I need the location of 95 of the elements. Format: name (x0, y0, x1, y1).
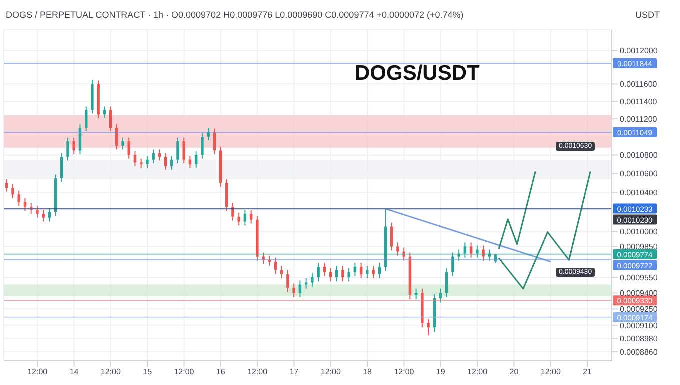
candlestick (396, 242, 400, 256)
candlestick (18, 190, 20, 207)
candlestick (109, 106, 112, 132)
x-tick-label: 18 (363, 368, 373, 377)
candlestick (304, 278, 308, 290)
candlestick (12, 184, 14, 199)
candlestick (36, 206, 39, 218)
candlestick (176, 137, 180, 164)
candlestick (482, 245, 485, 262)
candlestick (60, 152, 64, 183)
x-tick-label: 12:00 (28, 368, 48, 377)
candlestick (452, 252, 454, 277)
candlestick (30, 202, 33, 214)
candlestick (250, 210, 253, 224)
candlestick (464, 242, 467, 258)
candlestick (439, 288, 442, 304)
candlestick (402, 247, 406, 262)
candlestick (134, 151, 137, 167)
x-tick-label: 12:00 (100, 368, 122, 377)
candlestick (207, 127, 210, 142)
y-tick-label: 0.0010600 (620, 170, 658, 179)
x-tick-label: 15 (143, 368, 153, 377)
candlestick (66, 137, 70, 162)
candlestick (476, 245, 479, 258)
x-tick-label: 12:00 (174, 368, 195, 377)
candlestick (226, 178, 228, 212)
x-tick-label: 12:00 (394, 368, 415, 377)
candlestick (128, 137, 130, 160)
candlestick (170, 156, 174, 171)
text: DOGS/USDT (355, 62, 480, 86)
candlestick (317, 262, 320, 282)
candlestick (244, 210, 247, 226)
chart-subtitle: DOGS / PERPETUAL CONTRACT · 1h · O0.0009702 H0.0009776 L0.0009690 C0.0009774 +0.0000072 (+0.74%) (6, 10, 464, 20)
candlestick (292, 283, 296, 298)
candlestick (280, 266, 284, 279)
candlestick (342, 266, 344, 282)
candlestick (427, 318, 430, 336)
candlestick (286, 270, 290, 293)
candlestick (72, 137, 76, 155)
x-tick-label: 19 (436, 368, 446, 377)
candlestick (348, 268, 350, 282)
candlestick (84, 106, 88, 132)
y-tick-label: 0.0010800 (620, 151, 658, 160)
y-tick-label: 0.0010000 (620, 228, 658, 237)
candlestick (78, 124, 82, 155)
y-tick-label: 0.0009850 (620, 242, 658, 252)
x-tick-label: 17 (290, 368, 300, 377)
x-tick-label: 12:00 (248, 368, 268, 377)
candlestick (152, 149, 155, 164)
candlestick (366, 266, 369, 279)
candlestick (194, 151, 198, 169)
candlestick (201, 132, 204, 160)
y-tick-label: 0.0008980 (620, 334, 658, 344)
candlestick (238, 212, 240, 226)
candlestick (122, 137, 124, 150)
y-tick-label: 0.0008860 (620, 348, 658, 357)
candlestick (378, 262, 382, 279)
candlestick (262, 252, 265, 265)
x-tick-label: 14 (70, 368, 80, 377)
candlestick (42, 210, 45, 222)
candlestick (360, 262, 363, 279)
y-tick-label: 0.0011400 (620, 97, 658, 106)
candlestick (354, 262, 357, 277)
candlestick (311, 272, 314, 288)
candlestick (390, 222, 394, 252)
candlestick (164, 152, 168, 171)
candlestick (182, 137, 186, 164)
candlestick (470, 242, 473, 258)
candlestick (458, 249, 460, 262)
candlestick (140, 158, 143, 169)
candlestick (103, 106, 106, 119)
x-tick-label: 12:00 (468, 368, 488, 377)
candlestick (372, 266, 375, 279)
candlestick (213, 128, 216, 155)
candlestick (335, 266, 338, 282)
y-tick-label: 0.0011600 (620, 80, 658, 90)
y-tick-label: 0.0011200 (620, 114, 658, 124)
y-tick-label: 0.0010400 (620, 188, 658, 198)
y-axis-title: USDT (636, 10, 660, 20)
y-tick-label: 0.0012000 (620, 46, 658, 56)
candlestick (146, 156, 149, 169)
x-tick-label: 20 (510, 368, 520, 377)
candlestick (232, 202, 234, 222)
candlestick (323, 262, 326, 277)
candlestick (116, 124, 118, 150)
y-tick-label: 0.0009250 (620, 305, 658, 314)
y-tick-label: 0.0009550 (620, 273, 658, 282)
x-tick-label: 12:00 (540, 368, 562, 377)
x-tick-label: 16 (216, 368, 226, 377)
x-tick-label: 12:00 (320, 368, 342, 377)
y-tick-label: 0.0009100 (620, 321, 658, 330)
candlestick (6, 178, 8, 192)
candlestick (48, 208, 52, 222)
candlestick (414, 288, 418, 300)
x-tick-label: 21 (583, 368, 593, 377)
